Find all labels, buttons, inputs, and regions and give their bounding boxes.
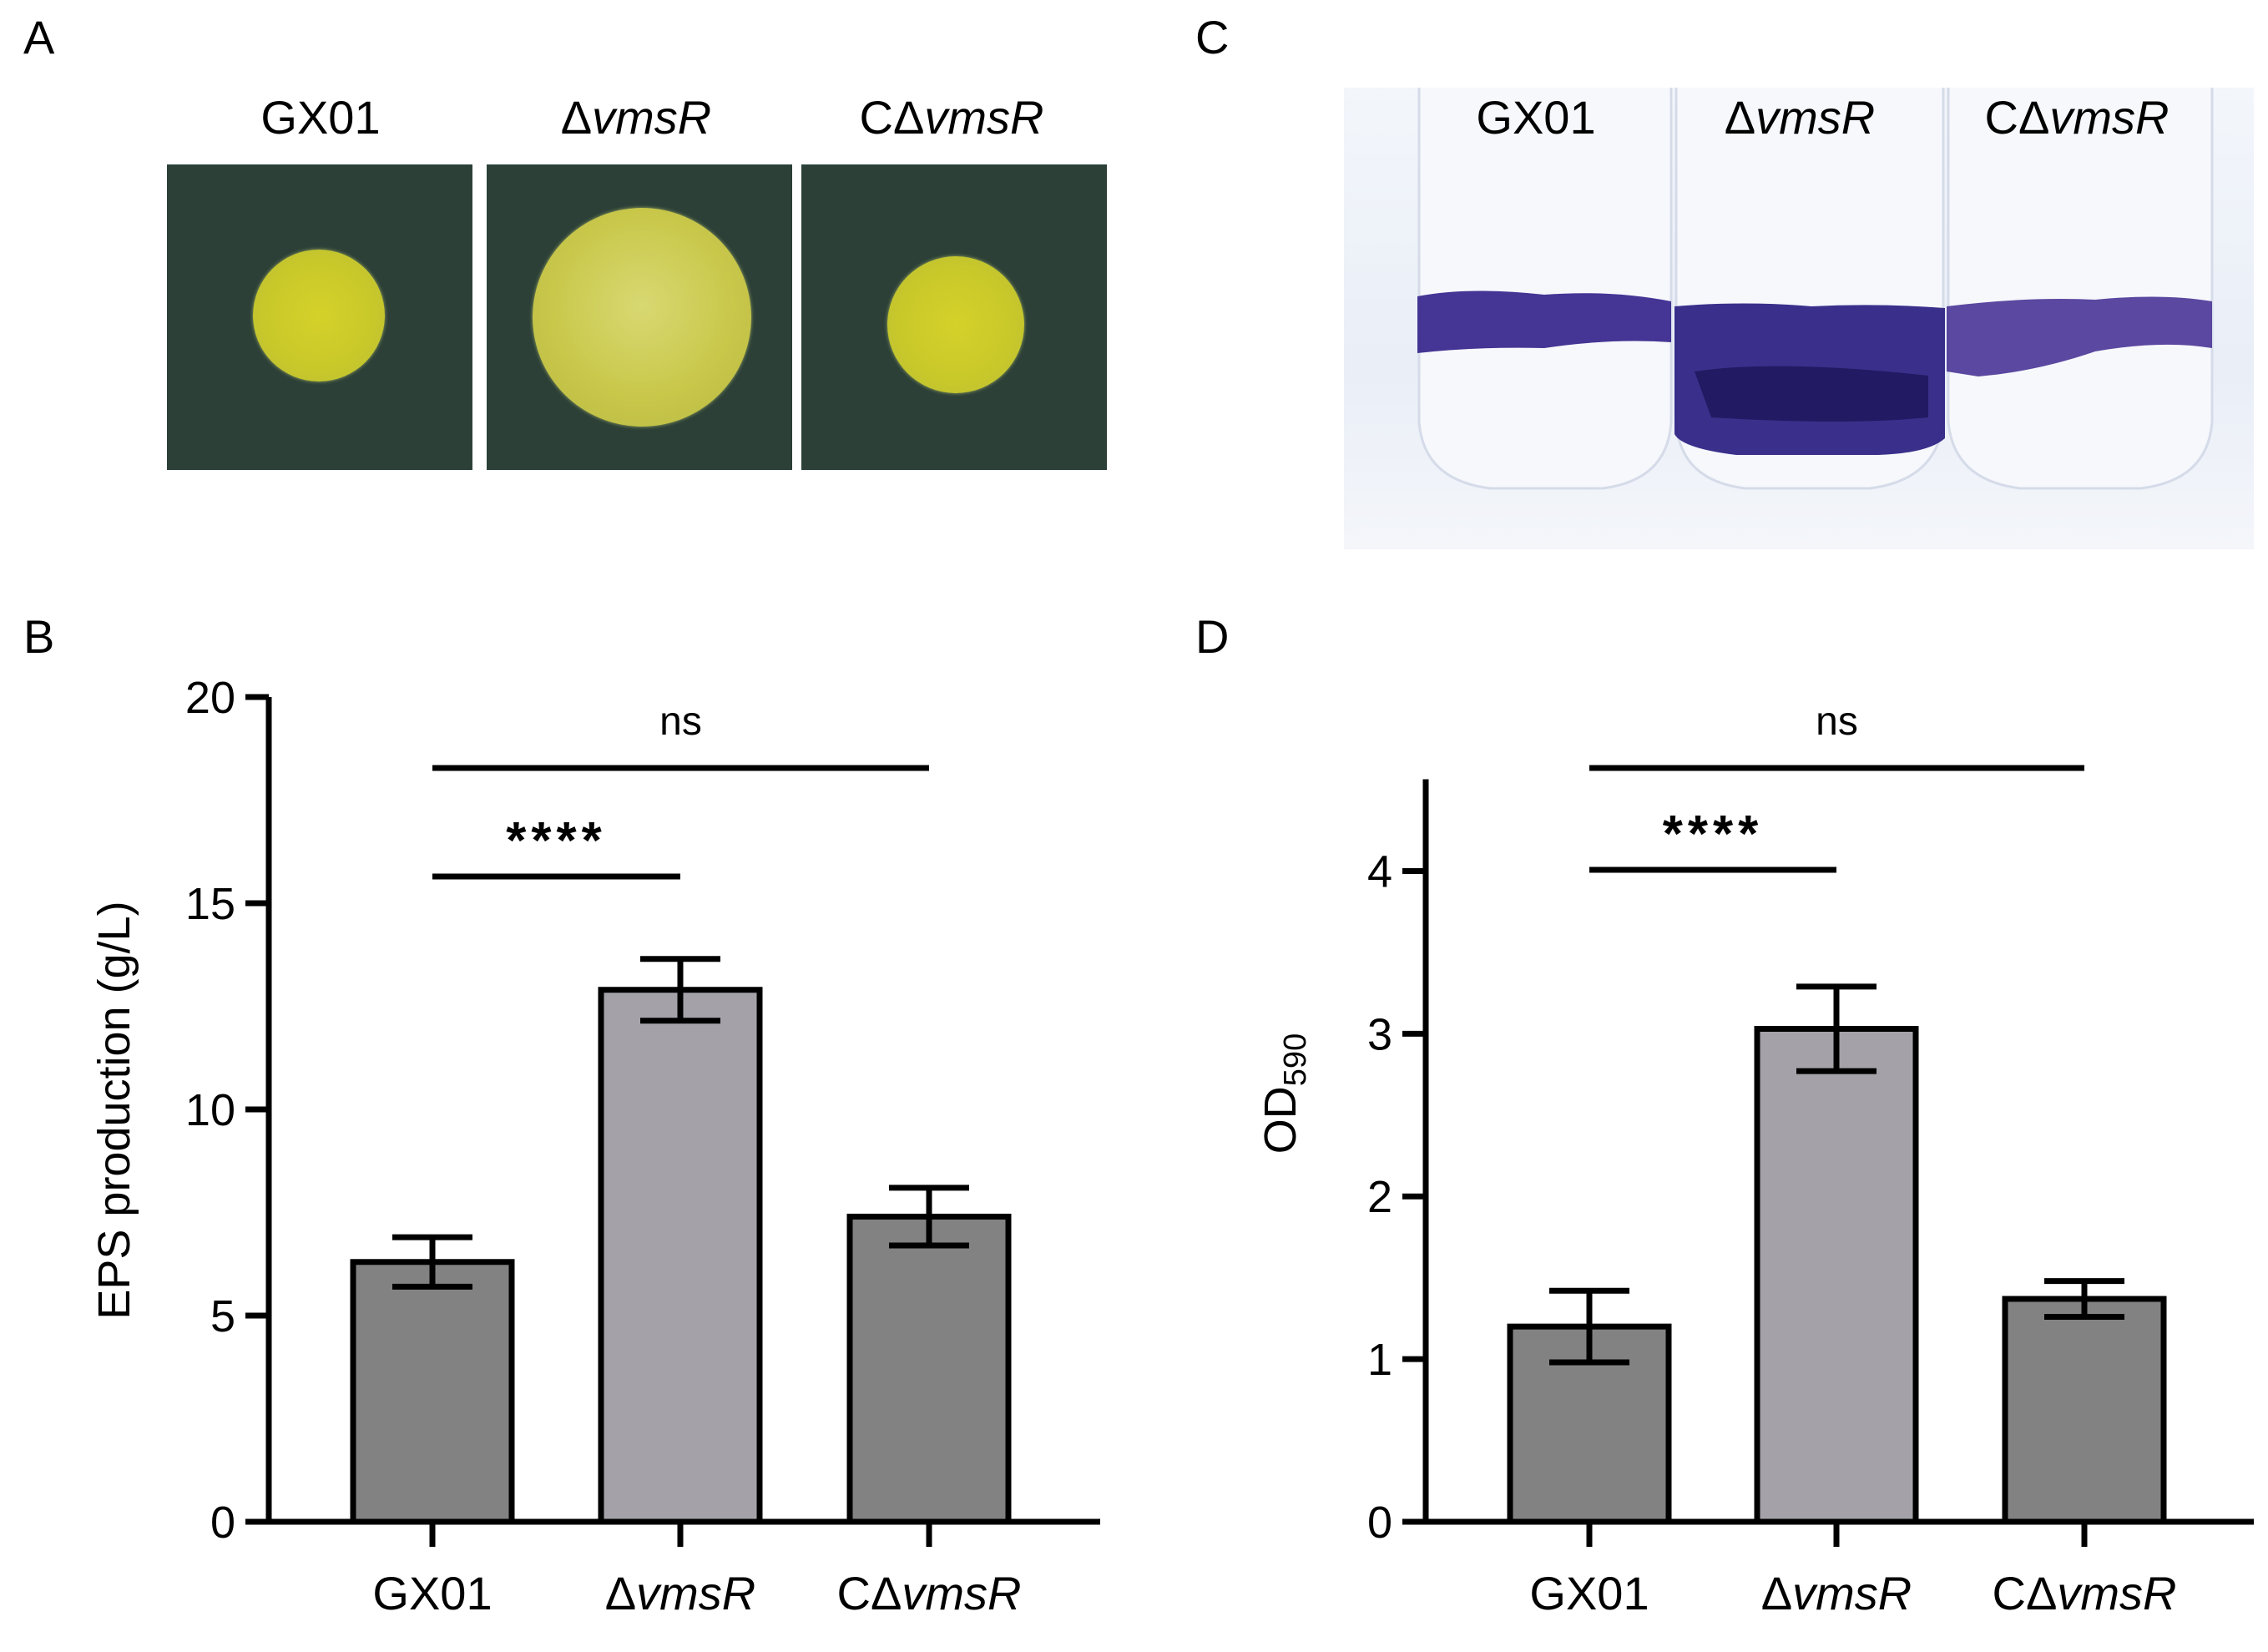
panel-c-label-delta-vmsr: ΔvmsR [1724, 91, 1876, 144]
significance-label-1: ns [1816, 700, 1858, 744]
bar-2 [846, 1213, 1012, 1525]
x-tick-label-1: ΔvmsR [605, 1567, 756, 1619]
bar-0 [350, 1259, 515, 1525]
y-tick-label: 2 [1367, 1172, 1392, 1222]
plate-photo-gx01 [167, 164, 472, 470]
colony-delta-vmsr [533, 208, 751, 427]
tube-c-delta-vmsr [1947, 88, 2214, 490]
bar-1 [1754, 1025, 1919, 1525]
tube-illustration [1417, 88, 2214, 490]
x-tick-label-2: CΔvmsR [837, 1567, 1022, 1619]
colony-c-delta-vmsr [887, 256, 1024, 393]
panel-label-d: D [1195, 610, 1230, 663]
tube-gx01 [1417, 88, 1673, 490]
stain-ring-gx01 [1417, 290, 1671, 353]
panel-label-c: C [1195, 11, 1230, 63]
x-tick-label-0: GX01 [1529, 1567, 1649, 1619]
od590-chart: 0 1 2 3 4 GX01 ΔvmsR CΔvmsR **** ns OD590 [1255, 700, 2254, 1619]
bar-1 [598, 987, 763, 1525]
significance-label-0: **** [1663, 806, 1764, 863]
y-tick-label: 3 [1367, 1009, 1392, 1059]
colony-gx01 [253, 250, 385, 381]
y-tick-label: 5 [210, 1291, 235, 1341]
eps-production-chart: 0 5 10 15 20 GX01 ΔvmsR CΔvmsR **** ns EPS product… [89, 673, 1100, 1619]
panel-c-label-c-delta-vmsr: CΔvmsR [1984, 91, 2170, 144]
y-tick-label: 0 [1367, 1498, 1392, 1548]
x-tick-label-0: GX01 [372, 1567, 492, 1619]
panel-a-label-gx01: GX01 [260, 91, 381, 144]
crystal-violet-tube-photo [1344, 88, 2254, 549]
panel-a-label-c-delta-vmsr: CΔvmsR [859, 91, 1044, 144]
panel-label-a: A [23, 11, 55, 63]
y-axis-label: OD590 [1255, 1033, 1313, 1154]
panel-c-label-gx01: GX01 [1476, 91, 1596, 144]
x-tick-label-1: ΔvmsR [1761, 1567, 1912, 1619]
stain-pellet-delta-vmsr [1695, 366, 1928, 422]
y-tick-label: 10 [185, 1085, 235, 1135]
significance-label-0: **** [506, 812, 607, 870]
significance-label-1: ns [659, 700, 702, 744]
y-axis-label: EPS production (g/L) [89, 901, 139, 1319]
x-tick-label-2: CΔvmsR [1993, 1567, 2177, 1619]
y-tick-label: 15 [185, 879, 235, 929]
y-tick-label: 4 [1367, 846, 1392, 897]
y-tick-label: 0 [210, 1498, 235, 1548]
y-tick-label: 20 [185, 673, 235, 723]
plate-photo-delta-vmsr [487, 164, 792, 470]
panel-a-label-delta-vmsr: ΔvmsR [560, 91, 712, 144]
plate-photo-c-delta-vmsr [801, 164, 1107, 470]
panel-label-b: B [23, 610, 55, 663]
y-tick-label: 1 [1367, 1335, 1392, 1385]
bar-2 [2002, 1296, 2167, 1525]
stain-ring-c-delta-vmsr [1947, 296, 2212, 376]
